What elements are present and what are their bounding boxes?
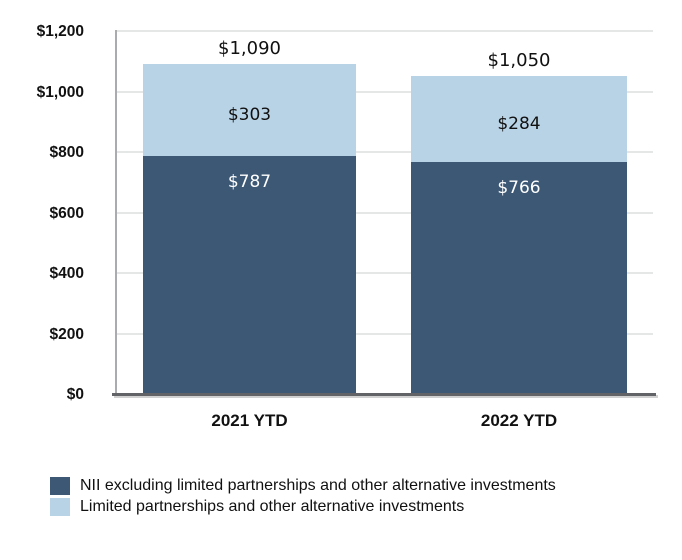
legend-label-nii-excluding: NII excluding limited partnerships and o… [80, 476, 556, 494]
bar-total-label: $1,050 [487, 50, 551, 72]
gridline [116, 151, 653, 153]
y-tick-label: $1,000 [36, 83, 84, 101]
gridline [116, 211, 653, 214]
y-tick-label: $800 [49, 144, 84, 161]
x-axis-label-2022-ytd: 2022 YTD [480, 411, 558, 430]
gridline [116, 90, 653, 93]
legend-swatch-light-blue [50, 497, 70, 516]
segment-value-label: $284 [497, 114, 541, 135]
y-tick-label: $400 [49, 265, 84, 282]
bar-segment-light: $303 [143, 64, 356, 156]
y-tick-label: $0 [66, 386, 84, 403]
x-axis-label-2021-ytd: 2021 YTD [211, 411, 288, 430]
segment-value-label: $766 [497, 178, 541, 199]
bar-total-label: $1,090 [218, 38, 281, 60]
legend-swatch-dark-blue [50, 476, 70, 495]
legend-item-nii-excluding: NII excluding limited partnerships and o… [50, 476, 556, 495]
y-tick-label: $1,200 [36, 23, 84, 40]
gridline [116, 30, 653, 32]
bar-segment-dark: $787 [143, 155, 356, 394]
x-axis-line [112, 393, 656, 396]
y-axis-line [115, 30, 117, 395]
legend: NII excluding limited partnerships and o… [50, 476, 556, 518]
gridline [116, 332, 653, 335]
y-tick-label: $600 [49, 204, 84, 222]
legend-label-limited-partnerships: Limited partnerships and other alternati… [80, 497, 465, 515]
segment-value-label: $787 [227, 171, 272, 192]
legend-item-limited-partnerships: Limited partnerships and other alternati… [50, 497, 556, 516]
plot-area: $787 $303 $1,090 $766 $284 $1,050 [115, 30, 653, 394]
bar-segment-light: $284 [411, 76, 627, 163]
gridline [116, 272, 653, 274]
bar-segment-dark: $766 [411, 162, 627, 394]
segment-value-label: $303 [227, 105, 272, 126]
y-tick-label: $200 [49, 325, 84, 343]
